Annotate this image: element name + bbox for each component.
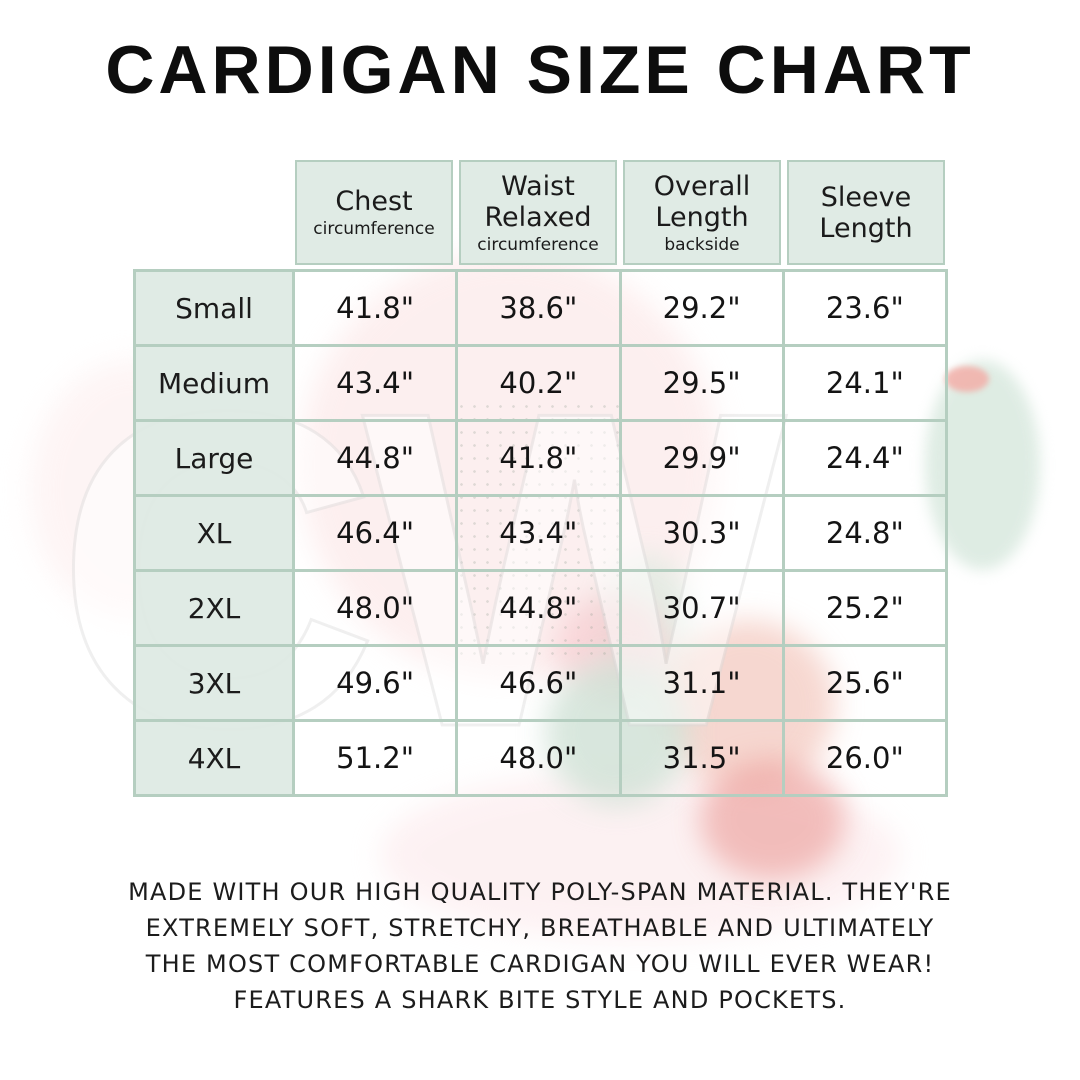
table-row-xl: XL 46.4" 43.4" 30.3" 24.8" xyxy=(133,494,949,572)
table-cell: 29.2" xyxy=(618,269,785,347)
table-cell: 49.6" xyxy=(291,644,459,722)
table-cell: 24.8" xyxy=(781,494,949,572)
description-line: FEATURES A SHARK BITE STYLE AND POCKETS. xyxy=(233,986,847,1014)
table-cell: 48.0" xyxy=(455,719,622,797)
column-header-label: Overall Length xyxy=(653,170,751,233)
table-cell: 23.6" xyxy=(781,269,949,347)
table-cell: 44.8" xyxy=(455,569,622,647)
size-label: 4XL xyxy=(133,719,295,797)
table-cell: 29.9" xyxy=(618,419,785,497)
table-cell: 25.6" xyxy=(781,644,949,722)
product-description: MADE WITH OUR HIGH QUALITY POLY-SPAN MAT… xyxy=(0,874,1080,1018)
table-row-2xl: 2XL 48.0" 44.8" 30.7" 25.2" xyxy=(133,569,949,647)
table-cell: 46.4" xyxy=(291,494,459,572)
table-cell: 31.5" xyxy=(618,719,785,797)
table-cell: 51.2" xyxy=(291,719,459,797)
size-label: 2XL xyxy=(133,569,295,647)
table-cell: 41.8" xyxy=(455,419,622,497)
table-cell: 43.4" xyxy=(455,494,622,572)
column-header-sleeve-length: Sleeve Length xyxy=(787,160,945,265)
table-cell: 26.0" xyxy=(781,719,949,797)
column-header-waist: Waist Relaxed circumference xyxy=(459,160,617,265)
table-header: Chest circumference Waist Relaxed circum… xyxy=(133,160,948,265)
table-cell: 48.0" xyxy=(291,569,459,647)
size-chart-table: Chest circumference Waist Relaxed circum… xyxy=(133,160,949,797)
table-row-4xl: 4XL 51.2" 48.0" 31.5" 26.0" xyxy=(133,719,949,797)
page-title: CARDIGAN SIZE CHART xyxy=(105,32,975,108)
description-line: MADE WITH OUR HIGH QUALITY POLY-SPAN MAT… xyxy=(128,878,952,906)
table-cell: 30.3" xyxy=(618,494,785,572)
table-cell: 44.8" xyxy=(291,419,459,497)
size-table: Small 41.8" 38.6" 29.2" 23.6" Medium 43.… xyxy=(133,269,949,797)
column-header-label: Waist Relaxed xyxy=(484,170,592,233)
table-cell: 24.4" xyxy=(781,419,949,497)
table-cell: 25.2" xyxy=(781,569,949,647)
description-line: THE MOST COMFORTABLE CARDIGAN YOU WILL E… xyxy=(145,950,935,978)
table-row-medium: Medium 43.4" 40.2" 29.5" 24.1" xyxy=(133,344,949,422)
size-label: XL xyxy=(133,494,295,572)
table-cell: 40.2" xyxy=(455,344,622,422)
column-header-overall-length: Overall Length backside xyxy=(623,160,781,265)
size-label: 3XL xyxy=(133,644,295,722)
column-header-sublabel: circumference xyxy=(477,234,599,255)
table-cell: 30.7" xyxy=(618,569,785,647)
table-cell: 41.8" xyxy=(291,269,459,347)
table-row-small: Small 41.8" 38.6" 29.2" 23.6" xyxy=(133,269,949,347)
column-header-label: Sleeve Length xyxy=(819,181,913,244)
table-row-large: Large 44.8" 41.8" 29.9" 24.4" xyxy=(133,419,949,497)
size-label: Medium xyxy=(133,344,295,422)
size-label: Small xyxy=(133,269,295,347)
table-cell: 24.1" xyxy=(781,344,949,422)
column-header-chest: Chest circumference xyxy=(295,160,453,265)
watercolor-cactus-bloom xyxy=(945,366,989,392)
table-cell: 31.1" xyxy=(618,644,785,722)
column-header-sublabel: circumference xyxy=(313,219,435,239)
table-cell: 43.4" xyxy=(291,344,459,422)
table-cell: 38.6" xyxy=(455,269,622,347)
table-cell: 29.5" xyxy=(618,344,785,422)
table-row-3xl: 3XL 49.6" 46.6" 31.1" 25.6" xyxy=(133,644,949,722)
header-corner-spacer xyxy=(133,160,292,265)
column-header-label: Chest xyxy=(335,186,413,217)
table-cell: 46.6" xyxy=(455,644,622,722)
size-label: Large xyxy=(133,419,295,497)
description-line: EXTREMELY SOFT, STRETCHY, BREATHABLE AND… xyxy=(145,914,935,942)
column-header-sublabel: backside xyxy=(664,234,740,255)
